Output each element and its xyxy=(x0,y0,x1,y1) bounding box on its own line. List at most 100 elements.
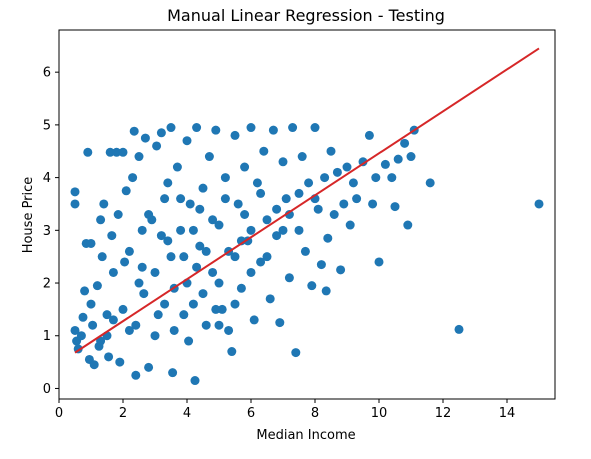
scatter-point xyxy=(380,159,390,169)
scatter-point xyxy=(230,299,240,309)
x-tick-label: 2 xyxy=(119,406,127,421)
scatter-point xyxy=(137,262,147,272)
scatter-point xyxy=(169,325,179,335)
scatter-point xyxy=(240,162,250,172)
scatter-point xyxy=(281,194,291,204)
scatter-point xyxy=(278,157,288,167)
scatter-point xyxy=(268,125,278,135)
scatter-point xyxy=(214,220,224,230)
scatter-point xyxy=(153,310,163,320)
scatter-point xyxy=(249,315,259,325)
scatter-point xyxy=(321,286,331,296)
scatter-point xyxy=(320,173,330,183)
scatter-point xyxy=(156,128,166,138)
scatter-point xyxy=(256,257,266,267)
scatter-point xyxy=(208,267,218,277)
x-tick-label: 6 xyxy=(247,406,255,421)
scatter-point xyxy=(297,152,307,162)
scatter-point xyxy=(179,252,189,262)
scatter-point xyxy=(201,320,211,330)
scatter-point xyxy=(211,125,221,135)
scatter-point xyxy=(160,194,170,204)
y-tick-label: 6 xyxy=(43,66,51,81)
scatter-point xyxy=(534,199,544,209)
scatter-point xyxy=(120,257,130,267)
scatter-point xyxy=(272,204,282,214)
scatter-point xyxy=(192,262,202,272)
scatter-point xyxy=(139,289,149,299)
scatter-point xyxy=(102,310,112,320)
scatter-point xyxy=(195,241,205,251)
scatter-point xyxy=(316,260,326,270)
scatter-point xyxy=(332,167,342,177)
scatter-point xyxy=(105,147,115,157)
scatter-point xyxy=(204,152,214,162)
scatter-point xyxy=(284,273,294,283)
scatter-point xyxy=(195,204,205,214)
scatter-point xyxy=(70,199,80,209)
scatter-point xyxy=(227,347,237,357)
scatter-point xyxy=(113,210,123,219)
scatter-point xyxy=(406,152,416,162)
x-tick-label: 12 xyxy=(435,406,452,421)
scatter-point xyxy=(144,362,154,372)
scatter-point xyxy=(259,146,269,156)
chart-title: Manual Linear Regression - Testing xyxy=(167,6,445,25)
scatter-point xyxy=(393,154,403,164)
scatter-point xyxy=(179,310,189,320)
scatter-point xyxy=(192,123,202,133)
scatter-point xyxy=(128,173,138,183)
scatter-point xyxy=(88,320,98,330)
scatter-point xyxy=(265,294,275,304)
x-tick-label: 0 xyxy=(55,406,63,421)
scatter-point xyxy=(294,188,304,198)
scatter-point xyxy=(163,178,173,188)
scatter-point xyxy=(78,312,88,322)
scatter-point xyxy=(307,281,317,291)
x-axis-label: Median Income xyxy=(256,428,355,443)
scatter-point xyxy=(230,130,240,140)
scatter-point xyxy=(425,178,435,188)
scatter-point xyxy=(118,147,128,157)
scatter-point xyxy=(371,173,381,183)
scatter-point xyxy=(172,162,182,172)
scatter-point xyxy=(201,246,211,256)
x-axis-ticks: 0 2 4 6 8 10 12 14 xyxy=(55,399,515,421)
scatter-point xyxy=(368,199,378,209)
scatter-point xyxy=(278,225,288,235)
x-tick-label: 10 xyxy=(371,406,388,421)
scatter-point xyxy=(403,220,413,230)
scatter-point xyxy=(208,215,218,225)
regression-line-path xyxy=(74,47,540,354)
scatter-point xyxy=(97,252,107,262)
scatter-point xyxy=(184,336,194,346)
scatter-point xyxy=(304,178,314,188)
scatter-point xyxy=(240,210,250,219)
scatter-point xyxy=(182,136,192,146)
scatter-point xyxy=(176,194,186,204)
y-tick-label: 2 xyxy=(43,277,51,292)
scatter-point xyxy=(348,178,358,188)
scatter-point xyxy=(86,238,96,248)
scatter-point xyxy=(291,348,301,358)
scatter-point xyxy=(144,210,154,219)
scatter-point xyxy=(214,320,224,330)
axes-frame xyxy=(58,29,556,400)
scatter-point xyxy=(217,304,227,314)
x-tick-label: 8 xyxy=(311,406,319,421)
scatter-point xyxy=(108,267,118,277)
scatter-point xyxy=(99,199,109,209)
scatter-point xyxy=(131,320,141,330)
scatter-point xyxy=(342,162,352,172)
scatter-point xyxy=(374,257,384,267)
scatter-point xyxy=(211,304,221,314)
scatter-point xyxy=(96,336,106,346)
scatter-point xyxy=(160,299,170,309)
scatter-point xyxy=(336,265,346,275)
scatter-point xyxy=(89,360,99,370)
scatter-point xyxy=(134,152,144,162)
scatter-point xyxy=(129,126,139,136)
scatter-point xyxy=(220,173,230,183)
regression-line xyxy=(74,47,540,354)
